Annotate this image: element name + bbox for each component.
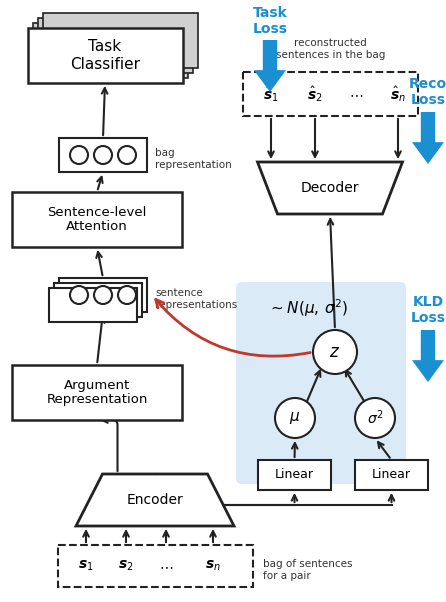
FancyBboxPatch shape <box>12 365 182 420</box>
FancyBboxPatch shape <box>33 23 187 78</box>
Text: Linear: Linear <box>372 468 411 482</box>
Circle shape <box>275 398 315 438</box>
FancyBboxPatch shape <box>42 13 198 68</box>
Text: sentence
representations: sentence representations <box>155 288 237 310</box>
Text: $\mu$: $\mu$ <box>289 410 301 426</box>
Circle shape <box>70 146 88 164</box>
Text: Decoder: Decoder <box>301 181 359 195</box>
FancyBboxPatch shape <box>28 28 182 83</box>
Polygon shape <box>254 40 286 92</box>
Text: $\hat{\boldsymbol{s}}_2$: $\hat{\boldsymbol{s}}_2$ <box>307 84 323 104</box>
Text: $\cdots$: $\cdots$ <box>159 559 173 573</box>
Circle shape <box>118 286 136 304</box>
Text: $\cdots$: $\cdots$ <box>349 87 363 101</box>
Text: KLD
Loss: KLD Loss <box>410 295 446 325</box>
Text: $\boldsymbol{s}_n$: $\boldsymbol{s}_n$ <box>205 559 221 573</box>
Circle shape <box>70 286 88 304</box>
Polygon shape <box>257 162 402 214</box>
FancyBboxPatch shape <box>243 72 418 116</box>
Text: $z$: $z$ <box>330 343 341 361</box>
FancyBboxPatch shape <box>12 192 182 247</box>
Text: $\sigma^2$: $\sigma^2$ <box>367 409 383 427</box>
Text: Task
Classifier: Task Classifier <box>70 39 140 72</box>
FancyBboxPatch shape <box>59 278 147 312</box>
Circle shape <box>355 398 395 438</box>
Circle shape <box>94 286 112 304</box>
Text: reconstructed
sentences in the bag: reconstructed sentences in the bag <box>276 39 385 60</box>
FancyBboxPatch shape <box>258 460 331 490</box>
FancyBboxPatch shape <box>236 282 406 484</box>
Text: Linear: Linear <box>275 468 314 482</box>
Text: Sentence-level
Attention: Sentence-level Attention <box>47 205 147 234</box>
Circle shape <box>313 330 357 374</box>
Text: Reco
Loss: Reco Loss <box>409 77 446 107</box>
FancyBboxPatch shape <box>49 288 137 322</box>
Circle shape <box>94 146 112 164</box>
Circle shape <box>118 146 136 164</box>
Text: $\boldsymbol{s}_1$: $\boldsymbol{s}_1$ <box>78 559 94 573</box>
Polygon shape <box>412 112 444 164</box>
Text: $\boldsymbol{s}_2$: $\boldsymbol{s}_2$ <box>118 559 134 573</box>
Text: Encoder: Encoder <box>127 493 183 507</box>
Text: bag
representation: bag representation <box>155 148 232 170</box>
Text: $\hat{\boldsymbol{s}}_1$: $\hat{\boldsymbol{s}}_1$ <box>263 84 279 104</box>
Text: Task
Loss: Task Loss <box>252 6 288 36</box>
Text: $\sim N(\mu,\,\sigma^2)$: $\sim N(\mu,\,\sigma^2)$ <box>268 297 348 319</box>
Text: bag of sentences
for a pair: bag of sentences for a pair <box>263 559 352 581</box>
FancyBboxPatch shape <box>59 138 147 172</box>
Text: Argument
Representation: Argument Representation <box>46 379 148 406</box>
FancyBboxPatch shape <box>355 460 428 490</box>
Text: $\hat{\boldsymbol{s}}_n$: $\hat{\boldsymbol{s}}_n$ <box>390 84 406 104</box>
Polygon shape <box>76 474 234 526</box>
FancyBboxPatch shape <box>54 283 142 317</box>
FancyBboxPatch shape <box>37 18 193 73</box>
Polygon shape <box>412 330 444 382</box>
FancyBboxPatch shape <box>58 545 253 587</box>
